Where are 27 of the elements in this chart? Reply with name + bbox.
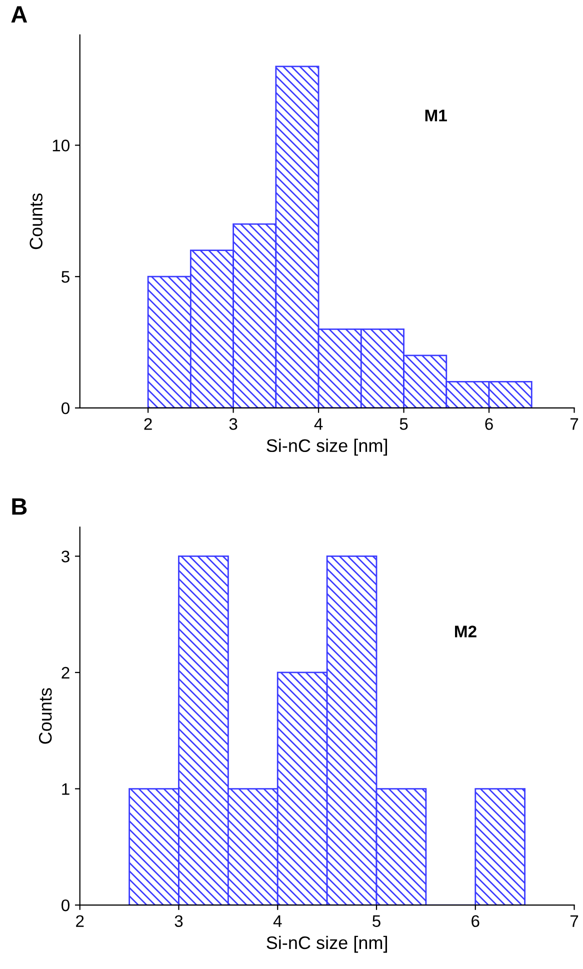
y-tick-label: 0 — [62, 899, 70, 912]
x-axis-title: Si-nC size [nm] — [266, 936, 387, 953]
annotation: M2 — [455, 626, 476, 638]
x-tick-label: 4 — [273, 915, 282, 927]
x-tick-label: 2 — [144, 418, 152, 430]
chart-title: B — [12, 498, 27, 515]
y-tick-label: 3 — [62, 550, 70, 562]
x-tick-label: 3 — [174, 915, 183, 928]
x-tick-label: 6 — [472, 915, 480, 928]
y-tick-label: 10 — [52, 140, 70, 152]
annotation: M1 — [425, 110, 447, 122]
y-tick-label: 2 — [62, 666, 70, 679]
y-axis-title: Counts — [30, 193, 42, 250]
x-tick-label: 3 — [229, 418, 238, 430]
x-tick-label: 2 — [76, 915, 84, 927]
x-tick-label: 7 — [570, 915, 578, 927]
y-tick-label: 1 — [62, 783, 70, 795]
y-tick-label: 5 — [62, 271, 70, 283]
x-tick-label: 5 — [400, 418, 408, 430]
chart-title: A — [11, 6, 28, 23]
x-tick-label: 6 — [485, 418, 493, 430]
y-axis-title: Counts — [38, 688, 52, 744]
x-axis-title: Si-nC size [nm] — [266, 438, 387, 456]
x-tick-label: 4 — [314, 418, 323, 430]
y-tick-label: 0 — [62, 402, 70, 414]
x-tick-label: 7 — [570, 418, 578, 430]
x-tick-label: 5 — [372, 915, 380, 928]
